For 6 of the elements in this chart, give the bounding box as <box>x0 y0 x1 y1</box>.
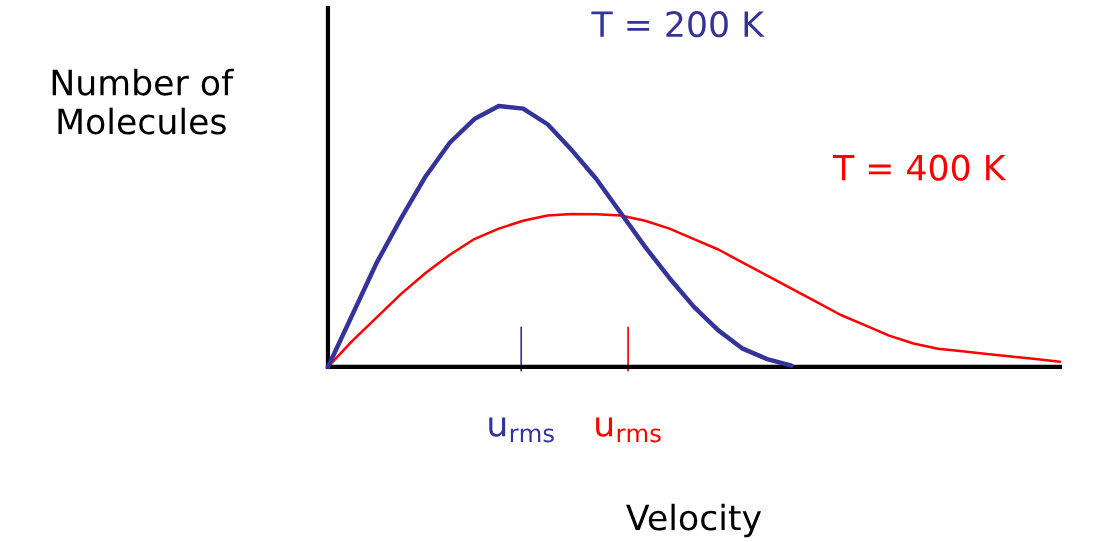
text: T = 200 K <box>591 11 765 38</box>
text: T = 400 K <box>832 154 1007 181</box>
x-axis-title: Velocity <box>626 503 762 538</box>
text: u$_{rms}$ <box>596 416 661 443</box>
text: u$_{rms}$ <box>489 416 554 443</box>
y-axis-title: Number of Molecules <box>52 68 234 135</box>
